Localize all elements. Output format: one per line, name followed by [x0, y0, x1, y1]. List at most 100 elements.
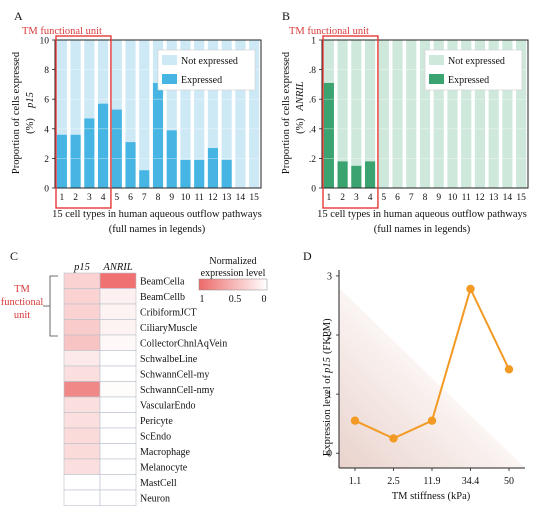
heatmap-row-label-1: BeamCella: [140, 276, 185, 287]
panel-d-xtick-1: 1.1: [349, 476, 362, 487]
a-bar-exp-4: [97, 103, 109, 188]
a-bar-exp-6: [125, 142, 136, 188]
heatmap-cell-Macrophage-ANRIL: [99, 443, 137, 460]
panel-d-point-5: [504, 365, 514, 374]
a-bar-not-2: [70, 40, 81, 135]
panel-d-xtick-4: 34.4: [462, 476, 480, 487]
heatmap-cell-SchwannCell-my-p15: [63, 365, 101, 382]
heatmap-cell-SchwannCell-nmy-ANRIL: [99, 381, 137, 398]
heatmap-row-label-8: SchwannCell-nmy: [140, 385, 214, 396]
heatmap-cell-BeamCellb-ANRIL: [99, 288, 137, 305]
panel-d-ytick-1: 1: [327, 390, 332, 401]
a-xtick-7: 7: [142, 193, 147, 203]
a-bar-not-1: [56, 40, 67, 135]
panel-d-ytick-2: 2: [327, 331, 332, 342]
heatmap-row-label-4: CiliaryMuscle: [140, 323, 198, 334]
heatmap-row-label-14: MastCell: [140, 478, 177, 489]
heatmap-cell-Pericyte-p15: [63, 412, 101, 429]
panel-a-ylabel-unit: (%): [25, 118, 36, 134]
a-frame: [54, 39, 262, 189]
heatmap-cell-ScEndo-ANRIL: [99, 427, 137, 444]
a-bar-exp-1: [56, 134, 67, 188]
a-ytick-4: 8: [44, 66, 49, 76]
a-legend-label-exp: Expressed: [181, 75, 222, 86]
a-tm-highlight-box: [55, 35, 112, 209]
panel-c: C p15 ANRIL TM functional unit BeamCella…: [1, 249, 268, 506]
b-bar-not-4: [364, 40, 376, 162]
a-xtick-13: 13: [222, 193, 232, 203]
a-bar-not-12: [207, 40, 219, 149]
a-ytick-3: 6: [44, 96, 49, 106]
a-bar-not-4: [97, 40, 109, 104]
a-bar-not-14: [235, 40, 246, 188]
panel-a: A TM functional unit 1 2 3 4 5 6 7 8 9 10 11 12 13 14…: [11, 9, 262, 235]
heatmap-cell-VascularEndo-p15: [63, 396, 101, 413]
heatmap-row-label-13: Melanocyte: [140, 462, 188, 473]
heatmap-cell-SchwannCell-nmy-p15: [63, 381, 101, 398]
a-xtick-15: 15: [249, 193, 259, 203]
b-legend-label-not: Not expressed: [448, 56, 505, 67]
panel-d-xtick-3: 11.9: [423, 476, 440, 487]
b-bar-exp-3: [351, 165, 362, 188]
b-xtick-15: 15: [516, 193, 526, 203]
b-bar-not-12: [474, 40, 486, 188]
heatmap-cell-CollectorChnlAqVein-p15: [63, 334, 101, 351]
panel-b-ylabel-prefix: Proportion of cells expressed: [281, 51, 292, 174]
a-legend-label-not: Not expressed: [181, 56, 238, 67]
a-xtick-1: 1: [59, 193, 64, 203]
panel-d-xtick-2: 2.5: [387, 476, 400, 487]
heatmap-cell-CiliaryMuscle-p15: [63, 319, 101, 336]
heatmap-legend-title-1: Normalized: [209, 256, 256, 267]
panel-d-point-3: [427, 416, 437, 425]
a-bar-not-3: [84, 40, 95, 119]
heatmap-row-label-10: Pericyte: [140, 416, 173, 427]
b-bar-not-9: [433, 40, 444, 188]
b-xtick-2: 2: [340, 193, 345, 203]
b-xtick-12: 12: [475, 193, 485, 203]
heatmap-legend-title-2: expression level: [201, 268, 266, 279]
panel-d-ytick-3: 3: [327, 271, 332, 282]
b-xtick-4: 4: [368, 193, 373, 203]
heatmap-cell-MastCell-ANRIL: [99, 474, 137, 491]
b-legend-swatch-not: [429, 55, 444, 65]
heatmap-row-label-5: CollectorChnlAqVein: [140, 338, 227, 349]
a-legend-swatch-exp: [162, 74, 177, 84]
b-bar-not-11: [461, 40, 472, 188]
a-xtick-5: 5: [114, 193, 119, 203]
a-legend-swatch-not: [162, 55, 177, 65]
heatmap-cell-Neuron-p15: [63, 489, 101, 506]
b-xtick-7: 7: [409, 193, 414, 203]
panel-b-ylabel-gene: ANRIL: [295, 81, 306, 111]
a-xtick-3: 3: [87, 193, 92, 203]
panel-d-label: D: [303, 249, 312, 263]
b-ytick-0: 0: [311, 185, 316, 195]
panel-b-xlabel-line1: 15 cell types in human aqueous outflow p…: [317, 209, 527, 220]
panel-d: D 0 1 2 3 1.1 2.5 11.9 34.4 50 Expression level …: [303, 249, 525, 502]
heatmap-row-label-11: ScEndo: [140, 431, 171, 442]
b-xtick-14: 14: [503, 193, 513, 203]
a-xtick-4: 4: [101, 193, 106, 203]
panel-a-ylabel-prefix: Proportion of cells expressed: [11, 51, 22, 174]
a-xtick-2: 2: [73, 193, 78, 203]
a-ytick-0: 0: [44, 185, 49, 195]
panel-d-xtick-5: 50: [504, 476, 514, 487]
panel-b-xlabel-line2: (full names in legends): [374, 224, 471, 235]
heatmap-tm-label-3: unit: [14, 310, 30, 321]
panel-d-point-4: [466, 284, 475, 294]
heatmap-cell-Macrophage-p15: [63, 443, 101, 460]
panel-d-point-1: [350, 416, 360, 425]
heatmap-legend-bar: [198, 278, 268, 291]
a-bar-exp-5: [111, 109, 122, 188]
b-bar-not-10: [447, 40, 458, 188]
panel-b-label: B: [282, 9, 290, 23]
b-xtick-5: 5: [381, 193, 386, 203]
b-bar-not-6: [392, 40, 403, 188]
a-bar-not-7: [139, 40, 150, 171]
b-bar-exp-4: [364, 161, 376, 188]
b-bar-not-13: [488, 40, 499, 188]
b-bar-not-2: [337, 40, 348, 162]
panel-a-label: A: [14, 9, 23, 23]
